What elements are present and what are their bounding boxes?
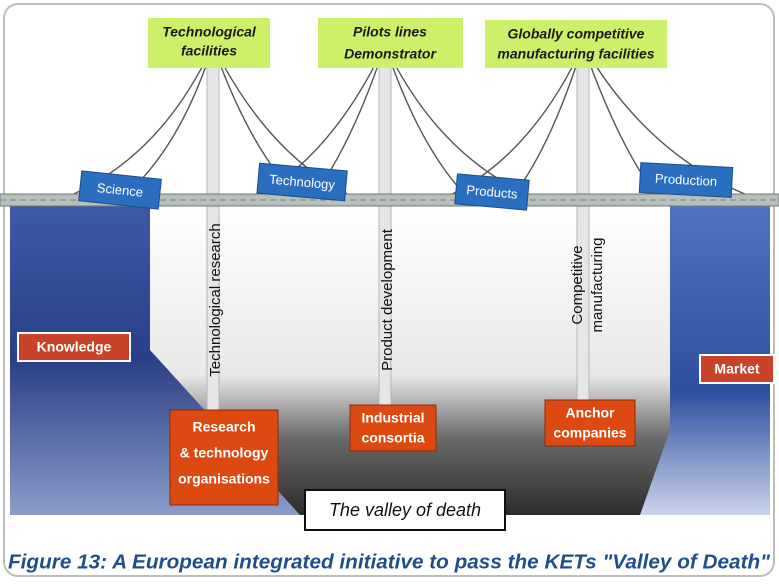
end-label: Knowledge — [37, 339, 112, 355]
end-label: Market — [714, 361, 759, 377]
sign: Products — [455, 174, 529, 210]
actor-label: consortia — [361, 430, 424, 446]
facility-label: Pilots lines — [353, 24, 427, 40]
facility-label: Technological — [162, 24, 257, 40]
actor-label: Anchor — [566, 405, 616, 421]
caption: Figure 13: A European integrated initiat… — [8, 551, 771, 573]
actor-label: companies — [553, 425, 626, 441]
facility-label: facilities — [181, 43, 237, 59]
pylon — [577, 40, 589, 440]
actor-label: Industrial — [361, 410, 424, 426]
actor-label: & technology — [180, 445, 269, 461]
facility-label: manufacturing facilities — [497, 46, 654, 62]
page: {"facilities": [ {"lines": ["Technologic… — [0, 0, 779, 586]
facility-label: Globally competitive — [508, 26, 645, 42]
pillar-label: Product development — [379, 228, 396, 371]
actor-label: Research — [192, 419, 255, 435]
pillar-label: Competitive — [569, 245, 586, 324]
valley-label: The valley of death — [329, 500, 481, 520]
pillar-label: manufacturing — [589, 237, 606, 332]
facility-label: Demonstrator — [344, 46, 437, 62]
pillar-label: Technological research — [207, 223, 224, 376]
diagram: Technological facilities Pilots lines De… — [0, 0, 779, 586]
actor-label: organisations — [178, 471, 270, 487]
sign: Production — [639, 163, 732, 198]
